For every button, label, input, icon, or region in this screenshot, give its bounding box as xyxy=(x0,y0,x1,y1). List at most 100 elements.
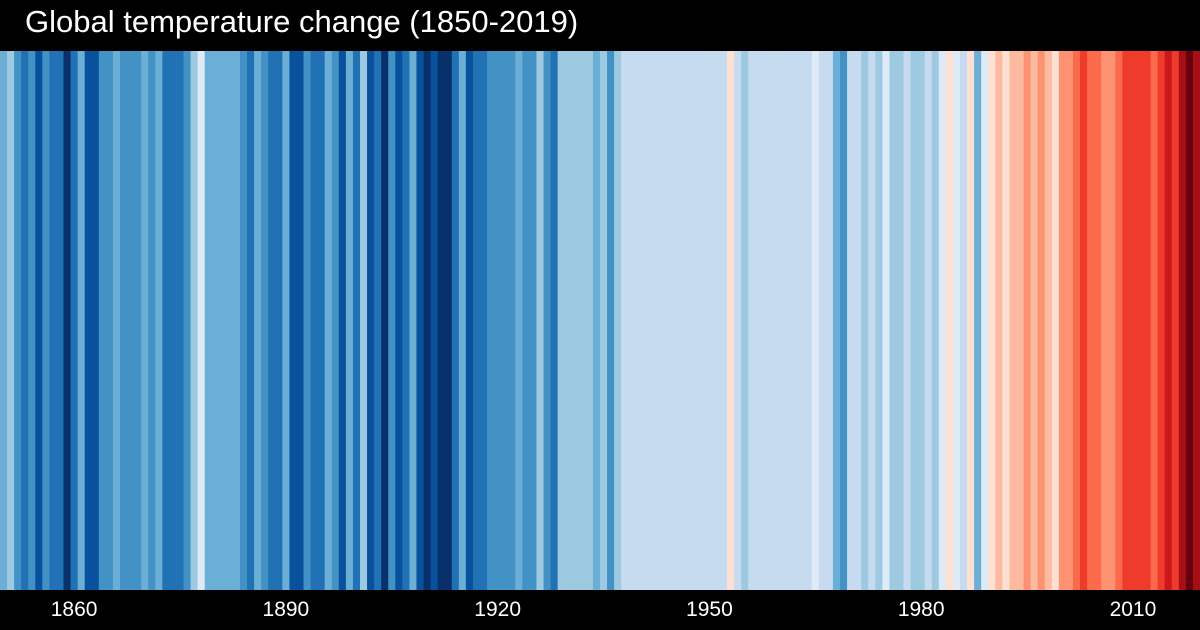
stripe-1871 xyxy=(148,51,156,590)
stripe-2018 xyxy=(1185,51,1194,590)
stripe-1985 xyxy=(952,51,961,590)
stripe-1966 xyxy=(818,51,827,590)
stripe-1980 xyxy=(917,51,926,590)
stripe-1986 xyxy=(960,51,968,590)
stripe-1983 xyxy=(938,51,947,590)
title-bar: Global temperature change (1850-2019) xyxy=(0,0,1200,51)
stripe-1931 xyxy=(571,51,580,590)
stripe-1878 xyxy=(197,51,206,590)
stripe-1974 xyxy=(875,51,883,590)
stripe-1887 xyxy=(261,51,269,590)
stripe-2002 xyxy=(1072,51,1081,590)
stripe-1962 xyxy=(790,51,799,590)
stripe-1852 xyxy=(14,51,22,590)
stripe-1954 xyxy=(734,51,742,590)
stripe-1965 xyxy=(811,51,820,590)
stripe-1934 xyxy=(592,51,601,590)
stripe-1901 xyxy=(360,51,368,590)
x-tick-label: 1920 xyxy=(474,598,521,621)
stripe-1942 xyxy=(649,51,658,590)
stripe-1926 xyxy=(536,51,545,590)
stripe-1893 xyxy=(303,51,312,590)
stripe-2013 xyxy=(1150,51,1159,590)
stripe-1928 xyxy=(550,51,559,590)
stripe-1863 xyxy=(91,51,100,590)
stripe-2015 xyxy=(1164,51,1173,590)
stripe-1936 xyxy=(607,51,615,590)
stripe-1870 xyxy=(141,51,149,590)
stripe-1850 xyxy=(0,51,8,590)
stripe-1969 xyxy=(840,51,848,590)
stripe-1865 xyxy=(105,51,114,590)
stripe-2001 xyxy=(1065,51,1074,590)
x-tick-label: 2010 xyxy=(1109,598,1157,621)
stripe-1992 xyxy=(1002,51,1011,590)
stripe-1922 xyxy=(508,51,516,590)
stripe-1862 xyxy=(84,51,93,590)
stripe-1957 xyxy=(755,51,763,590)
stripe-1886 xyxy=(254,51,262,590)
stripe-1932 xyxy=(578,51,587,590)
warming-stripes xyxy=(0,51,1200,590)
stripe-1973 xyxy=(868,51,876,590)
stripe-1912 xyxy=(437,51,446,590)
stripe-2004 xyxy=(1087,51,1095,590)
stripe-1975 xyxy=(882,51,891,590)
stripe-1910 xyxy=(423,51,432,590)
stripe-1889 xyxy=(275,51,283,590)
stripe-2006 xyxy=(1101,51,1109,590)
stripe-1971 xyxy=(854,51,862,590)
stripe-1924 xyxy=(522,51,531,590)
stripe-1911 xyxy=(430,51,439,590)
stripe-1968 xyxy=(832,51,841,590)
stripe-1952 xyxy=(720,51,728,590)
x-tick-label: 1950 xyxy=(686,598,733,621)
stripe-1906 xyxy=(395,51,403,590)
stripe-1888 xyxy=(268,51,276,590)
stripe-1990 xyxy=(988,51,996,590)
stripe-2003 xyxy=(1080,51,1088,590)
stripe-1899 xyxy=(345,51,354,590)
stripe-1877 xyxy=(190,51,199,590)
stripe-1882 xyxy=(225,51,234,590)
stripe-1982 xyxy=(931,51,940,590)
stripe-1964 xyxy=(804,51,813,590)
stripe-1976 xyxy=(889,51,898,590)
stripe-1914 xyxy=(451,51,460,590)
stripe-1918 xyxy=(480,51,488,590)
stripe-1927 xyxy=(543,51,552,590)
stripe-1987 xyxy=(967,51,975,590)
stripe-1955 xyxy=(741,51,749,590)
stripe-2011 xyxy=(1136,51,1145,590)
stripe-1921 xyxy=(501,51,509,590)
stripe-1868 xyxy=(127,51,135,590)
stripe-1855 xyxy=(35,51,43,590)
stripe-1908 xyxy=(409,51,418,590)
stripe-2017 xyxy=(1178,51,1187,590)
stripe-1941 xyxy=(642,51,651,590)
stripe-1984 xyxy=(945,51,954,590)
stripe-1950 xyxy=(705,51,714,590)
stripe-1949 xyxy=(698,51,707,590)
stripe-1897 xyxy=(331,51,340,590)
stripe-1925 xyxy=(529,51,538,590)
stripe-1903 xyxy=(374,51,382,590)
stripe-1864 xyxy=(98,51,107,590)
stripe-1859 xyxy=(63,51,72,590)
stripe-1904 xyxy=(381,51,389,590)
stripe-1880 xyxy=(211,51,220,590)
stripe-1993 xyxy=(1009,51,1018,590)
stripe-1920 xyxy=(494,51,502,590)
stripe-1909 xyxy=(416,51,425,590)
stripe-1907 xyxy=(402,51,411,590)
stripe-1994 xyxy=(1016,51,1025,590)
stripe-1858 xyxy=(56,51,65,590)
stripe-1996 xyxy=(1030,51,1039,590)
stripe-1956 xyxy=(748,51,756,590)
stripe-1999 xyxy=(1051,51,1060,590)
stripe-1944 xyxy=(663,51,672,590)
stripe-1979 xyxy=(910,51,919,590)
stripe-1905 xyxy=(388,51,396,590)
stripe-2000 xyxy=(1058,51,1067,590)
stripe-1856 xyxy=(42,51,51,590)
